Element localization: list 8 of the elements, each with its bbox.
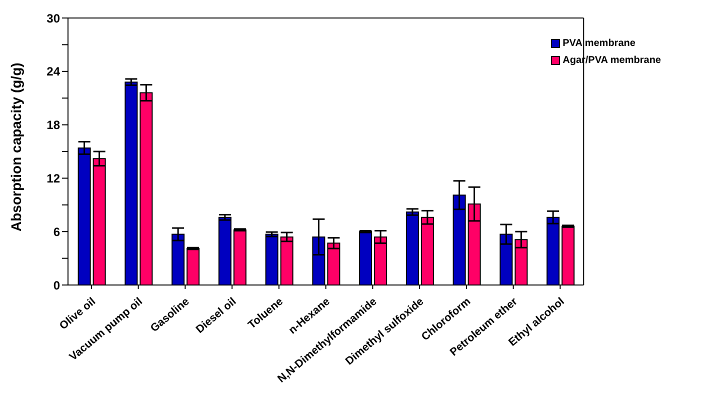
y-axis-title: Absorption capacity (g/g) xyxy=(8,62,24,232)
y-tick-label: 24 xyxy=(46,64,60,79)
y-tick-label: 6 xyxy=(53,224,60,239)
y-tick-label: 12 xyxy=(46,171,60,186)
y-tick-label: 18 xyxy=(46,118,60,132)
y-tick-label: 0 xyxy=(53,278,60,292)
y-tick-label: 30 xyxy=(46,11,60,26)
legend-label: PVA membrane xyxy=(562,38,636,49)
